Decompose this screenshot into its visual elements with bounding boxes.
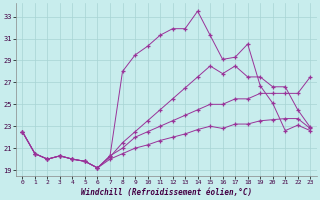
X-axis label: Windchill (Refroidissement éolien,°C): Windchill (Refroidissement éolien,°C) [81, 188, 252, 197]
